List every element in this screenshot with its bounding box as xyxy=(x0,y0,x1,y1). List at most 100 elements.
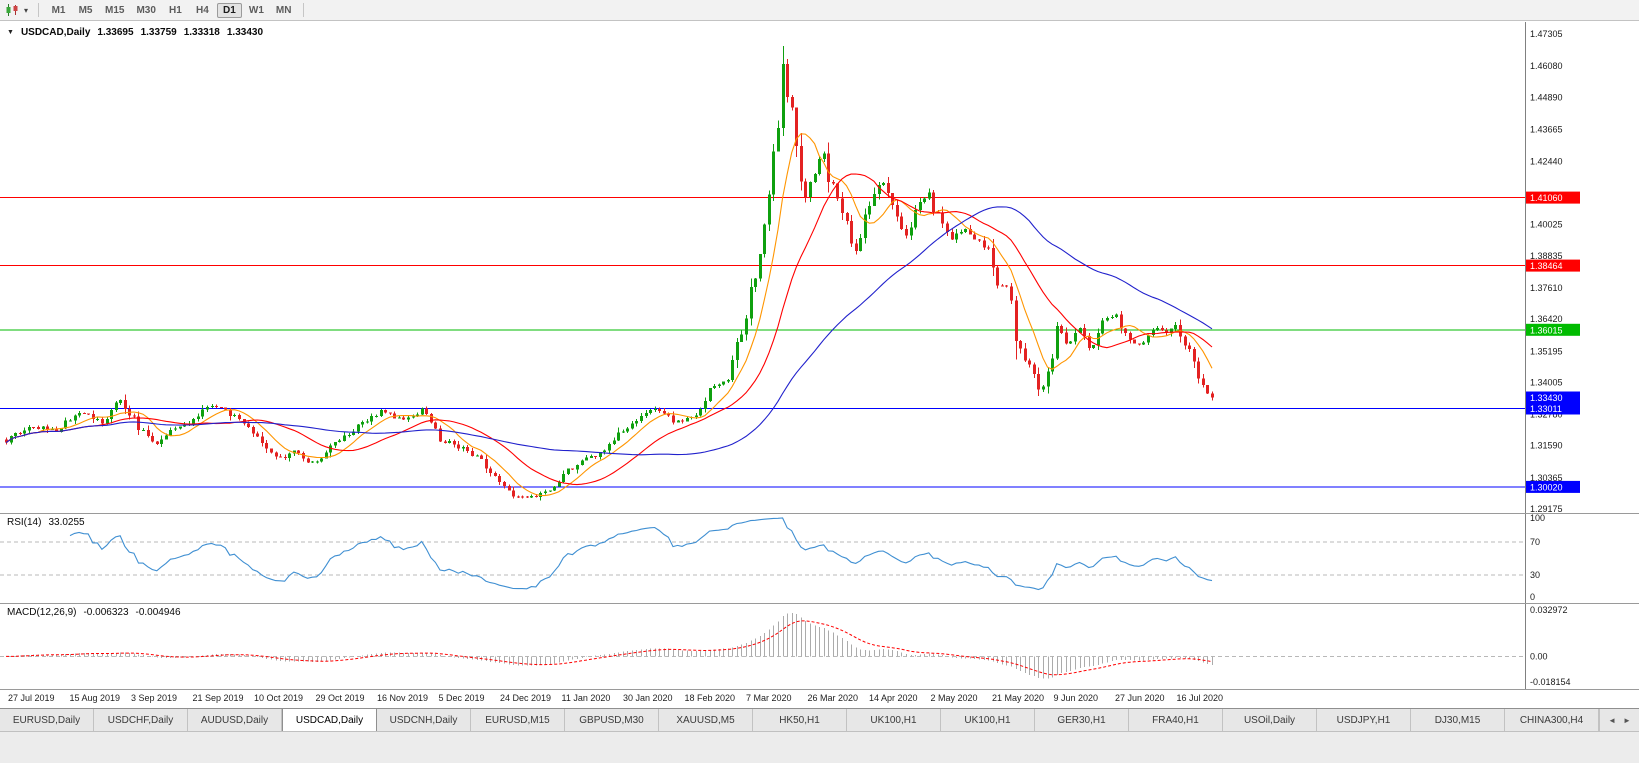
svg-text:1.47305: 1.47305 xyxy=(1530,29,1563,39)
date-label: 3 Sep 2019 xyxy=(131,693,178,703)
current-price-badge xyxy=(1526,391,1580,404)
tab-scroll-left-icon[interactable]: ◄ xyxy=(1608,715,1616,725)
rsi-line xyxy=(69,517,1213,591)
chart-tab-eurusd-m15[interactable]: EURUSD,M15 xyxy=(471,709,565,731)
chart-tab-china300-h4[interactable]: CHINA300,H4 xyxy=(1505,709,1599,731)
toolbar-separator xyxy=(303,3,305,17)
date-label: 18 Feb 2020 xyxy=(684,693,736,703)
axis-line-badge-1.36015 xyxy=(1526,323,1580,336)
chart-tab-fra40-h1[interactable]: FRA40,H1 xyxy=(1129,709,1223,731)
svg-text:1.34005: 1.34005 xyxy=(1530,378,1563,388)
chart-type-dropdown-caret[interactable]: ▾ xyxy=(24,5,29,15)
date-label: 9 Jun 2020 xyxy=(1053,693,1099,703)
timeframe-button-m30[interactable]: M30 xyxy=(136,4,156,16)
status-bar xyxy=(0,731,1639,763)
chart-tab-ger30-h1[interactable]: GER30,H1 xyxy=(1035,709,1129,731)
chart-tab-gbpusd-m30[interactable]: GBPUSD,M30 xyxy=(565,709,659,731)
chart-tabs-bar: EURUSD,Daily USDCHF,Daily AUDUSD,Daily USDC… xyxy=(0,708,1639,731)
svg-text:1.35195: 1.35195 xyxy=(1530,346,1563,356)
date-label: 24 Dec 2019 xyxy=(500,693,552,703)
tab-scroll-right-icon[interactable]: ► xyxy=(1623,715,1631,725)
macd-indicator-panel[interactable]: 0.032972 0.00 -0.018154 xyxy=(0,603,1639,689)
ohlc-close: 1.33430 xyxy=(226,27,264,38)
date-label: 10 Oct 2019 xyxy=(254,693,304,703)
date-label: 5 Dec 2019 xyxy=(438,693,485,703)
date-label: 26 Mar 2020 xyxy=(807,693,859,703)
date-label: 16 Nov 2019 xyxy=(377,693,429,703)
svg-text:70: 70 xyxy=(1530,537,1540,547)
svg-text:1.43665: 1.43665 xyxy=(1530,124,1563,134)
date-label: 21 Sep 2019 xyxy=(192,693,244,703)
ohlc-open: 1.33695 xyxy=(97,27,134,38)
chart-tab-usdchf-daily[interactable]: USDCHF,Daily xyxy=(94,709,188,731)
svg-text:1.38835: 1.38835 xyxy=(1530,251,1563,261)
tab-scroll-controls: ◄ ► xyxy=(1599,709,1639,731)
svg-text:0.032972: 0.032972 xyxy=(1530,605,1568,615)
svg-text:1.38464: 1.38464 xyxy=(1530,261,1563,271)
main-price-chart[interactable]: 1.47305 1.46080 1.44890 1.43665 1.42440 1.400… xyxy=(0,22,1639,513)
chart-tab-eurusd-daily[interactable]: EURUSD,Daily xyxy=(0,709,94,731)
toolbar-separator xyxy=(38,3,40,17)
svg-text:1.29175: 1.29175 xyxy=(1530,504,1563,513)
svg-text:1.31590: 1.31590 xyxy=(1530,441,1563,451)
price-axis: 1.47305 1.46080 1.44890 1.43665 1.42440 1.400… xyxy=(1526,29,1580,513)
svg-text:0: 0 xyxy=(1530,592,1535,602)
ohlc-low: 1.33318 xyxy=(183,27,220,38)
svg-text:1.46080: 1.46080 xyxy=(1530,61,1563,71)
date-axis: 27 Jul 2019 15 Aug 2019 3 Sep 2019 21 Sep 2… xyxy=(0,689,1639,708)
macd-header: MACD(12,26,9) -0.006323 -0.004946 xyxy=(7,607,181,618)
chart-tab-usdcad-daily[interactable]: USDCAD,Daily xyxy=(282,709,377,731)
chart-tab-xauusd-m5[interactable]: XAUUSD,M5 xyxy=(659,709,753,731)
svg-text:100: 100 xyxy=(1530,513,1545,523)
svg-text:1.36420: 1.36420 xyxy=(1530,314,1563,324)
date-label: 14 Apr 2020 xyxy=(869,693,918,703)
chart-type-icon[interactable] xyxy=(5,3,19,17)
chart-tab-usoil-daily[interactable]: USOil,Daily xyxy=(1223,709,1317,731)
symbol-marker-icon: ▼ xyxy=(7,29,14,36)
date-label: 21 May 2020 xyxy=(992,693,1045,703)
timeframe-button-m1[interactable]: M1 xyxy=(51,4,66,16)
date-label: 15 Aug 2019 xyxy=(69,693,121,703)
timeframe-toolbar: ▾ M1 M5 M15 M30 H1 H4 D1 W1 MN xyxy=(0,0,1639,21)
date-label: 11 Jan 2020 xyxy=(561,693,611,703)
timeframe-button-mn[interactable]: MN xyxy=(275,4,292,16)
timeframe-button-m15[interactable]: M15 xyxy=(105,4,125,16)
chart-header: ▼ USDCAD,Daily 1.33695 1.33759 1.33318 1… xyxy=(7,27,263,38)
chart-tab-usdcnh-daily[interactable]: USDCNH,Daily xyxy=(377,709,471,731)
ma-line-slow-ma xyxy=(5,206,1213,456)
rsi-indicator-panel[interactable]: 100 70 30 0 xyxy=(0,513,1639,603)
axis-line-badge-1.38464 xyxy=(1526,259,1580,272)
chart-tab-audusd-daily[interactable]: AUDUSD,Daily xyxy=(188,709,282,731)
chart-tab-uk100-h1[interactable]: UK100,H1 xyxy=(941,709,1035,731)
svg-text:1.33430: 1.33430 xyxy=(1530,393,1563,403)
svg-text:1.36015: 1.36015 xyxy=(1530,325,1563,335)
date-label: 30 Jan 2020 xyxy=(623,693,673,703)
timeframe-button-h4[interactable]: H4 xyxy=(196,4,209,16)
rsi-label: RSI(14) xyxy=(7,517,42,528)
chart-tab-usdjpy-h1[interactable]: USDJPY,H1 xyxy=(1317,709,1411,731)
date-label: 16 Jul 2020 xyxy=(1176,693,1224,703)
chart-tab-dj30-m15[interactable]: DJ30,M15 xyxy=(1411,709,1505,731)
timeframe-buttons-group: M1 M5 M15 M30 H1 H4 D1 W1 MN xyxy=(46,2,296,18)
timeframe-button-d1[interactable]: D1 xyxy=(216,2,242,18)
svg-text:-0.018154: -0.018154 xyxy=(1530,677,1571,687)
macd-signal-value: -0.004946 xyxy=(135,607,181,618)
svg-text:1.32780: 1.32780 xyxy=(1530,410,1563,420)
macd-label: MACD(12,26,9) xyxy=(7,607,77,618)
date-label: 27 Jul 2019 xyxy=(8,693,55,703)
timeframe-button-h1[interactable]: H1 xyxy=(169,4,182,16)
rsi-header: RSI(14) 33.0255 xyxy=(7,517,85,528)
chart-symbol-period: USDCAD,Daily xyxy=(20,27,91,38)
timeframe-button-w1[interactable]: W1 xyxy=(248,4,264,16)
chart-tab-hk50-h1[interactable]: HK50,H1 xyxy=(753,709,847,731)
ma-line-fast-ma xyxy=(5,133,1213,497)
svg-text:1.30365: 1.30365 xyxy=(1530,473,1563,483)
axis-line-badge-1.33011 xyxy=(1526,402,1580,415)
chart-tab-uk100-h1[interactable]: UK100,H1 xyxy=(847,709,941,731)
svg-text:0.00: 0.00 xyxy=(1530,651,1548,661)
rsi-value: 33.0255 xyxy=(48,517,85,528)
horizontal-lines-layer xyxy=(0,197,1525,488)
svg-text:1.44890: 1.44890 xyxy=(1530,92,1563,102)
timeframe-button-m5[interactable]: M5 xyxy=(78,4,93,16)
svg-text:1.30020: 1.30020 xyxy=(1530,482,1563,492)
